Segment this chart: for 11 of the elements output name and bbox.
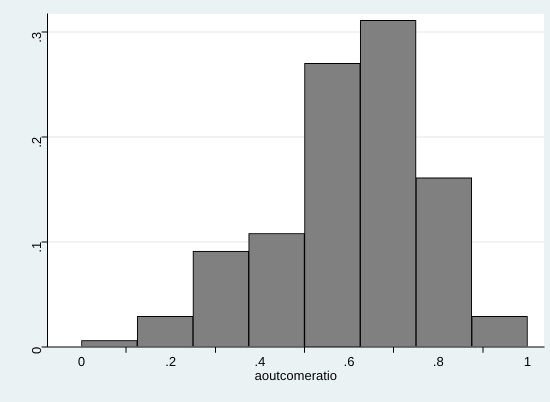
y-tick-label: .2	[29, 136, 44, 148]
y-tick-label: .3	[29, 32, 44, 43]
x-tick-label: .6	[344, 354, 355, 370]
x-tick-label: .4	[254, 354, 266, 370]
y-tick-label: .1	[29, 242, 44, 253]
y-tick-label: 0	[29, 346, 44, 354]
x-tick-label: .2	[165, 354, 176, 370]
x-tick-label: 1	[524, 354, 532, 370]
x-tick-label: .8	[432, 354, 444, 370]
x-axis-title: aoutcomeratio	[254, 368, 337, 383]
x-tick-label: 0	[78, 354, 86, 370]
